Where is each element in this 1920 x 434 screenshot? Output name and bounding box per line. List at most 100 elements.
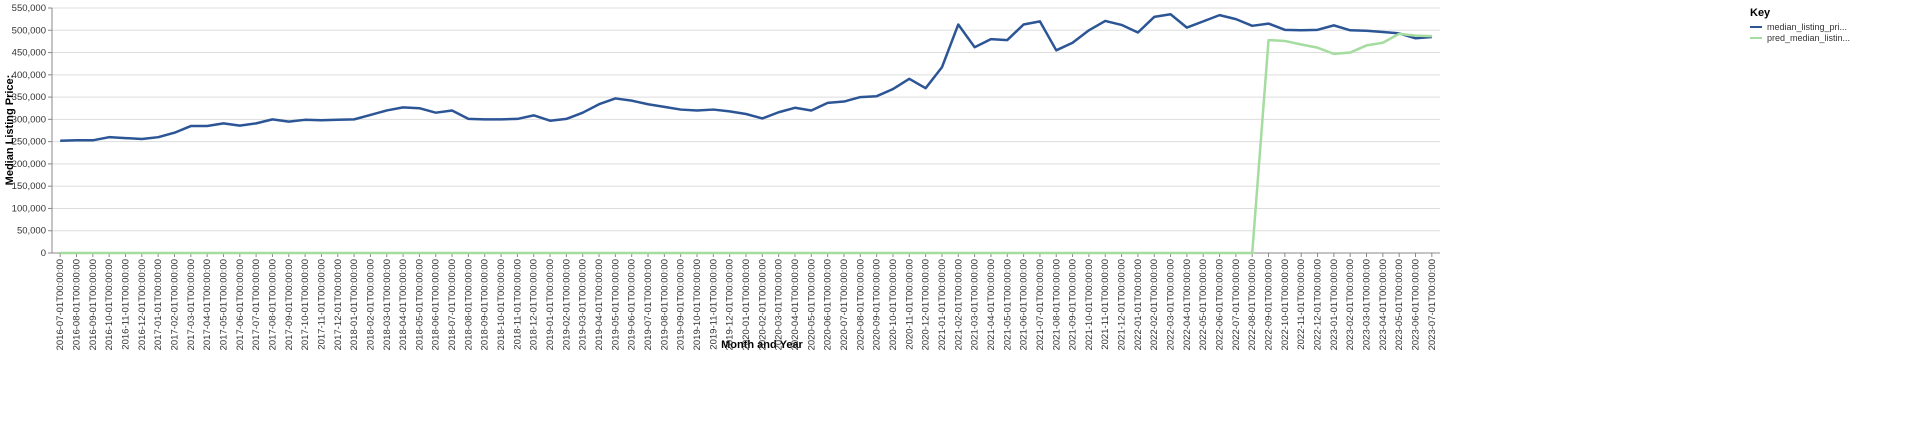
x-tick-label: 2018-04-01T00:00:00 <box>398 259 409 350</box>
y-tick-label: 450,000 <box>12 48 46 59</box>
x-tick-label: 2020-12-01T00:00:00 <box>921 259 932 350</box>
x-tick-label: 2021-10-01T00:00:00 <box>1084 259 1095 350</box>
x-tick-label: 2017-10-01T00:00:00 <box>300 259 311 350</box>
x-tick-label: 2022-05-01T00:00:00 <box>1198 259 1209 350</box>
x-tick-label: 2021-09-01T00:00:00 <box>1068 259 1079 350</box>
x-tick-label: 2016-09-01T00:00:00 <box>88 259 99 350</box>
x-tick-label: 2020-09-01T00:00:00 <box>872 259 883 350</box>
x-tick-label: 2018-09-01T00:00:00 <box>480 259 491 350</box>
x-tick-label: 2016-10-01T00:00:00 <box>104 259 115 350</box>
x-tick-label: 2022-04-01T00:00:00 <box>1182 259 1193 350</box>
y-tick-label: 250,000 <box>12 137 46 148</box>
x-tick-label: 2022-09-01T00:00:00 <box>1264 259 1275 350</box>
x-tick-label: 2021-03-01T00:00:00 <box>970 259 981 350</box>
x-tick-label: 2017-07-01T00:00:00 <box>251 259 262 350</box>
x-tick-label: 2021-06-01T00:00:00 <box>1019 259 1030 350</box>
x-tick-label: 2022-12-01T00:00:00 <box>1313 259 1324 350</box>
x-tick-label: 2023-06-01T00:00:00 <box>1411 259 1422 350</box>
x-tick-label: 2018-06-01T00:00:00 <box>431 259 442 350</box>
x-tick-label: 2019-02-01T00:00:00 <box>561 259 572 350</box>
x-axis-title: Month and Year <box>721 339 803 351</box>
x-tick-label: 2022-02-01T00:00:00 <box>1149 259 1160 350</box>
x-tick-label: 2017-06-01T00:00:00 <box>235 259 246 350</box>
y-tick-label: 200,000 <box>12 159 46 170</box>
x-tick-label: 2018-05-01T00:00:00 <box>414 259 425 350</box>
x-tick-label: 2018-01-01T00:00:00 <box>349 259 360 350</box>
y-tick-label: 300,000 <box>12 114 46 125</box>
x-tick-label: 2021-08-01T00:00:00 <box>1051 259 1062 350</box>
x-tick-label: 2016-07-01T00:00:00 <box>55 259 66 350</box>
x-tick-label: 2019-10-01T00:00:00 <box>692 259 703 350</box>
x-tick-label: 2023-01-01T00:00:00 <box>1329 259 1340 350</box>
legend-title: Key <box>1750 7 1771 19</box>
x-tick-label: 2017-05-01T00:00:00 <box>218 259 229 350</box>
x-tick-label: 2023-03-01T00:00:00 <box>1362 259 1373 350</box>
legend-label: median_listing_pri... <box>1767 22 1847 32</box>
x-tick-label: 2017-01-01T00:00:00 <box>153 259 164 350</box>
x-tick-label: 2019-05-01T00:00:00 <box>610 259 621 350</box>
y-tick-label: 550,000 <box>12 3 46 14</box>
x-tick-label: 2021-02-01T00:00:00 <box>953 259 964 350</box>
y-tick-label: 100,000 <box>12 203 46 214</box>
x-tick-label: 2020-03-01T00:00:00 <box>774 259 785 350</box>
x-tick-label: 2016-11-01T00:00:00 <box>120 259 131 350</box>
x-tick-label: 2020-10-01T00:00:00 <box>888 259 899 350</box>
x-tick-label: 2019-06-01T00:00:00 <box>627 259 638 350</box>
x-tick-label: 2020-11-01T00:00:00 <box>904 259 915 350</box>
x-tick-label: 2018-02-01T00:00:00 <box>365 259 376 350</box>
y-tick-label: 400,000 <box>12 70 46 81</box>
x-tick-label: 2020-02-01T00:00:00 <box>757 259 768 350</box>
x-tick-label: 2023-05-01T00:00:00 <box>1394 259 1405 350</box>
x-tick-label: 2022-01-01T00:00:00 <box>1133 259 1144 350</box>
series-line <box>60 32 1432 255</box>
x-tick-label: 2018-03-01T00:00:00 <box>382 259 393 350</box>
x-tick-label: 2019-03-01T00:00:00 <box>578 259 589 350</box>
x-tick-label: 2018-11-01T00:00:00 <box>512 259 523 350</box>
x-tick-label: 2019-08-01T00:00:00 <box>659 259 670 350</box>
x-tick-label: 2017-08-01T00:00:00 <box>267 259 278 350</box>
x-tick-label: 2020-07-01T00:00:00 <box>839 259 850 350</box>
x-tick-label: 2018-10-01T00:00:00 <box>496 259 507 350</box>
x-tick-label: 2017-12-01T00:00:00 <box>333 259 344 350</box>
x-tick-label: 2021-12-01T00:00:00 <box>1117 259 1128 350</box>
x-tick-label: 2022-06-01T00:00:00 <box>1215 259 1226 350</box>
x-tick-label: 2017-11-01T00:00:00 <box>316 259 327 350</box>
x-tick-label: 2022-07-01T00:00:00 <box>1231 259 1242 350</box>
x-tick-label: 2023-02-01T00:00:00 <box>1345 259 1356 350</box>
x-tick-label: 2021-05-01T00:00:00 <box>1002 259 1013 350</box>
x-tick-label: 2020-05-01T00:00:00 <box>806 259 817 350</box>
y-tick-label: 0 <box>41 248 46 259</box>
x-tick-label: 2018-12-01T00:00:00 <box>529 259 540 350</box>
x-tick-label: 2019-07-01T00:00:00 <box>643 259 654 350</box>
x-tick-label: 2019-11-01T00:00:00 <box>708 259 719 350</box>
x-tick-label: 2021-01-01T00:00:00 <box>937 259 948 350</box>
x-tick-label: 2019-04-01T00:00:00 <box>594 259 605 350</box>
x-tick-label: 2018-07-01T00:00:00 <box>447 259 458 350</box>
x-tick-label: 2023-07-01T00:00:00 <box>1427 259 1438 350</box>
y-tick-label: 50,000 <box>17 226 46 237</box>
y-tick-label: 350,000 <box>12 92 46 103</box>
legend-label: pred_median_listin... <box>1767 33 1850 43</box>
x-tick-label: 2023-04-01T00:00:00 <box>1378 259 1389 350</box>
x-tick-label: 2016-08-01T00:00:00 <box>71 259 82 350</box>
x-tick-label: 2020-01-01T00:00:00 <box>741 259 752 350</box>
x-tick-label: 2022-10-01T00:00:00 <box>1280 259 1291 350</box>
x-tick-label: 2016-12-01T00:00:00 <box>137 259 148 350</box>
x-tick-label: 2022-11-01T00:00:00 <box>1296 259 1307 350</box>
y-tick-label: 500,000 <box>12 25 46 36</box>
x-tick-label: 2017-04-01T00:00:00 <box>202 259 213 350</box>
x-tick-label: 2017-02-01T00:00:00 <box>169 259 180 350</box>
x-tick-label: 2019-12-01T00:00:00 <box>725 259 736 350</box>
x-tick-label: 2020-08-01T00:00:00 <box>855 259 866 350</box>
x-tick-label: 2021-07-01T00:00:00 <box>1035 259 1046 350</box>
x-tick-label: 2017-03-01T00:00:00 <box>186 259 197 350</box>
series-line <box>60 12 1432 142</box>
y-tick-label: 150,000 <box>12 181 46 192</box>
x-tick-label: 2022-03-01T00:00:00 <box>1166 259 1177 350</box>
x-tick-label: 2020-04-01T00:00:00 <box>790 259 801 350</box>
x-tick-label: 2020-06-01T00:00:00 <box>823 259 834 350</box>
x-tick-label: 2022-08-01T00:00:00 <box>1247 259 1258 350</box>
x-tick-label: 2018-08-01T00:00:00 <box>463 259 474 350</box>
